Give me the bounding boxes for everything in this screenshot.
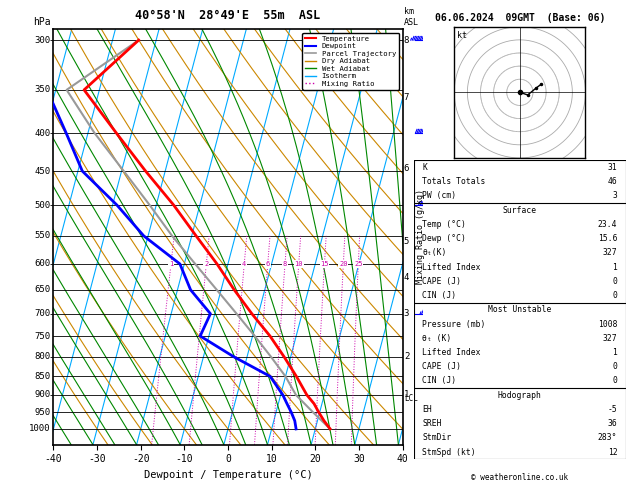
Text: CIN (J): CIN (J)	[422, 291, 457, 300]
Text: kt: kt	[457, 31, 467, 40]
Text: 800: 800	[34, 352, 50, 362]
Text: CAPE (J): CAPE (J)	[422, 277, 461, 286]
Text: 15.6: 15.6	[598, 234, 618, 243]
Text: 750: 750	[34, 331, 50, 341]
Text: 46: 46	[608, 177, 618, 186]
Text: 300: 300	[34, 35, 50, 45]
Text: 283°: 283°	[598, 434, 618, 442]
Text: 1: 1	[404, 390, 409, 399]
Text: Temp (°C): Temp (°C)	[422, 220, 466, 229]
Text: 0: 0	[613, 362, 618, 371]
Text: 550: 550	[34, 231, 50, 241]
Text: 20: 20	[339, 261, 348, 267]
Text: 0: 0	[613, 377, 618, 385]
Text: 900: 900	[34, 390, 50, 399]
Text: SREH: SREH	[422, 419, 442, 428]
Text: 40°58'N  28°49'E  55m  ASL: 40°58'N 28°49'E 55m ASL	[135, 9, 321, 22]
Text: 8: 8	[404, 35, 409, 45]
Text: © weatheronline.co.uk: © weatheronline.co.uk	[471, 473, 569, 482]
Text: 4: 4	[404, 273, 409, 282]
Legend: Temperature, Dewpoint, Parcel Trajectory, Dry Adiabat, Wet Adiabat, Isotherm, Mi: Temperature, Dewpoint, Parcel Trajectory…	[302, 33, 399, 89]
Text: 25: 25	[354, 261, 362, 267]
Text: 700: 700	[34, 309, 50, 318]
Text: 3: 3	[404, 309, 409, 318]
Text: 2: 2	[404, 352, 409, 362]
Text: 1: 1	[169, 261, 173, 267]
Text: 23.4: 23.4	[598, 220, 618, 229]
Text: 950: 950	[34, 408, 50, 417]
Text: Lifted Index: Lifted Index	[422, 262, 481, 272]
Text: 500: 500	[34, 201, 50, 209]
Text: EH: EH	[422, 405, 432, 414]
Text: km
ASL: km ASL	[404, 7, 419, 27]
Text: Hodograph: Hodograph	[498, 391, 542, 399]
Text: 1008: 1008	[598, 320, 618, 329]
Text: 1: 1	[613, 262, 618, 272]
Text: 10: 10	[294, 261, 303, 267]
Text: 400: 400	[34, 128, 50, 138]
Text: 327: 327	[603, 248, 618, 258]
Text: Dewp (°C): Dewp (°C)	[422, 234, 466, 243]
Text: 350: 350	[34, 86, 50, 94]
Text: 31: 31	[608, 163, 618, 172]
Text: 6: 6	[404, 164, 409, 174]
Text: 8: 8	[283, 261, 287, 267]
Text: hPa: hPa	[33, 17, 50, 27]
Text: Totals Totals: Totals Totals	[422, 177, 486, 186]
Text: 0: 0	[613, 277, 618, 286]
Text: 1: 1	[613, 348, 618, 357]
Text: Surface: Surface	[503, 206, 537, 215]
Text: 7: 7	[404, 93, 409, 102]
Text: -5: -5	[608, 405, 618, 414]
Text: 06.06.2024  09GMT  (Base: 06): 06.06.2024 09GMT (Base: 06)	[435, 13, 605, 23]
Text: 3: 3	[613, 191, 618, 200]
X-axis label: Dewpoint / Temperature (°C): Dewpoint / Temperature (°C)	[143, 470, 313, 480]
Text: 1000: 1000	[29, 424, 50, 434]
Text: CIN (J): CIN (J)	[422, 377, 457, 385]
Text: 5: 5	[404, 237, 409, 246]
Text: LCL: LCL	[404, 394, 418, 403]
Text: PW (cm): PW (cm)	[422, 191, 457, 200]
Text: 600: 600	[34, 260, 50, 268]
Text: Mixing Ratio (g/kg): Mixing Ratio (g/kg)	[416, 190, 425, 284]
Text: 450: 450	[34, 167, 50, 175]
Text: Lifted Index: Lifted Index	[422, 348, 481, 357]
Text: 327: 327	[603, 334, 618, 343]
Text: Pressure (mb): Pressure (mb)	[422, 320, 486, 329]
Text: Most Unstable: Most Unstable	[488, 305, 552, 314]
Text: 12: 12	[608, 448, 618, 457]
Text: 650: 650	[34, 285, 50, 295]
Text: 4: 4	[242, 261, 247, 267]
Text: θₜ (K): θₜ (K)	[422, 334, 452, 343]
Text: 15: 15	[320, 261, 329, 267]
Text: 0: 0	[613, 291, 618, 300]
Text: 36: 36	[608, 419, 618, 428]
Text: StmDir: StmDir	[422, 434, 452, 442]
Text: K: K	[422, 163, 427, 172]
Text: CAPE (J): CAPE (J)	[422, 362, 461, 371]
Text: 2: 2	[204, 261, 208, 267]
Text: StmSpd (kt): StmSpd (kt)	[422, 448, 476, 457]
Text: 850: 850	[34, 372, 50, 381]
Text: 6: 6	[265, 261, 270, 267]
Text: θₜ(K): θₜ(K)	[422, 248, 447, 258]
